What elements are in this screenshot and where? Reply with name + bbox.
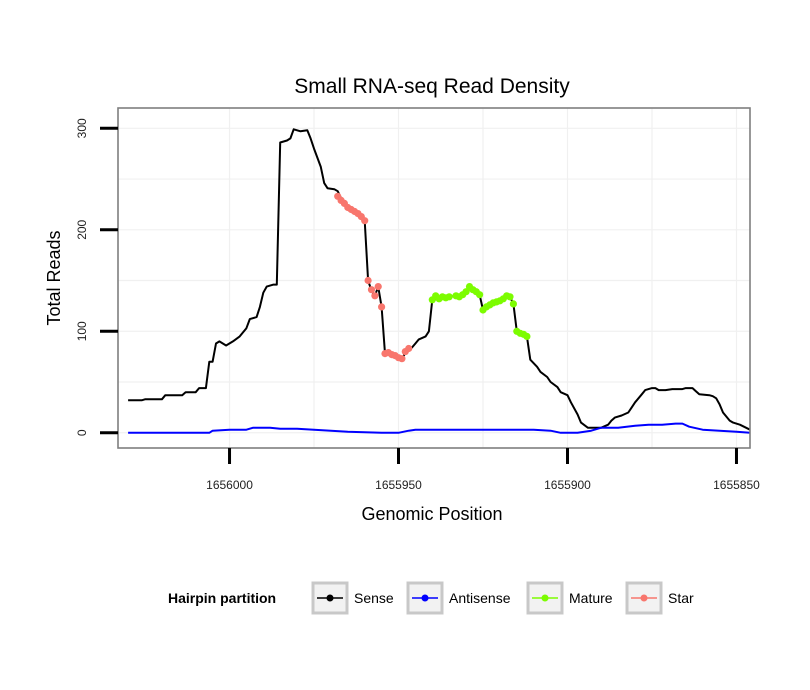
x-tick-label: 1655900 [544,478,591,492]
series-star [334,192,413,363]
legend-item-antisense[interactable]: Antisense [406,581,511,615]
plot-border [117,107,751,449]
y-axis-title: Total Reads [44,230,64,325]
data-point-star [364,276,372,285]
legend-title: Hairpin partition [168,590,276,606]
data-point-mature [462,288,470,296]
x-tick-label: 1656000 [206,478,253,492]
x-tick-label: 1655850 [713,478,760,492]
series-antisense [128,422,751,434]
series-layer [128,128,751,434]
data-point-mature [506,293,514,301]
series-mature [428,283,531,340]
legend-dot-sense [326,594,334,602]
plot-panel [118,108,750,448]
legend-dot-antisense [421,594,429,602]
data-point-star [374,283,382,291]
legend-dot-mature [541,594,549,602]
y-tick-label: 0 [75,429,89,436]
data-point-star [398,355,406,363]
grid [118,108,750,448]
legend-item-star[interactable]: Star [625,581,694,615]
legend-label-mature: Mature [569,590,613,606]
data-point-star [378,303,386,311]
x-tick-label: 1655950 [375,478,422,492]
legend-label-sense: Sense [354,590,394,606]
legend-label-antisense: Antisense [449,590,511,606]
legend-item-sense[interactable]: Sense [311,581,394,615]
data-point-mature [445,293,453,301]
data-point-mature [523,332,531,340]
chart-title: Small RNA-seq Read Density [294,75,570,98]
legend: Hairpin partition Sense Antisense Mature… [168,581,694,615]
y-tick-label: 300 [75,118,89,138]
legend-item-mature[interactable]: Mature [526,581,613,615]
y-tick-label: 100 [75,321,89,341]
legend-dot-star [640,594,648,602]
data-point-star [405,344,413,353]
y-tick-label: 200 [75,219,89,239]
x-axis-title: Genomic Position [361,504,502,524]
data-point-mature [476,291,484,299]
data-point-star [367,286,376,294]
legend-label-star: Star [668,590,694,606]
series-line-antisense [128,422,751,434]
data-point-mature [509,300,517,308]
data-point-star [371,292,379,300]
data-point-star [361,217,369,225]
axes: 1656000 1655950 1655900 1655850 0 100 200 300 [75,118,760,492]
